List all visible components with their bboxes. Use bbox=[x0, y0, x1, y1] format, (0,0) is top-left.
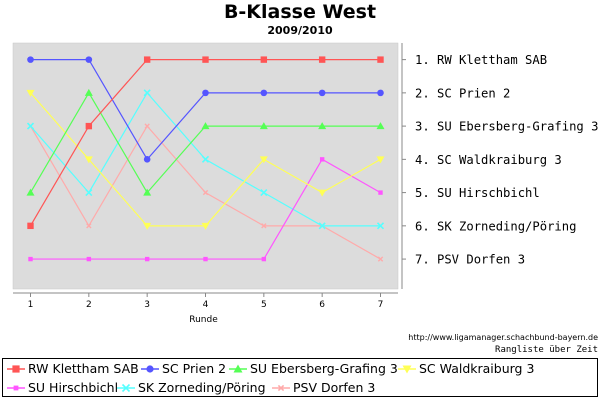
data-point bbox=[143, 56, 151, 63]
data-point bbox=[143, 89, 151, 97]
legend-swatch bbox=[229, 364, 247, 373]
rank-label: 2. SC Prien 2 bbox=[415, 86, 510, 100]
data-point bbox=[259, 122, 268, 130]
legend-marker bbox=[13, 385, 19, 391]
data-point bbox=[377, 89, 384, 97]
plot-area bbox=[12, 42, 399, 290]
data-point bbox=[259, 156, 268, 164]
data-point bbox=[378, 190, 383, 195]
data-point bbox=[318, 189, 327, 197]
rank-label: 5. SU Hirschbichl bbox=[415, 186, 540, 200]
legend-marker bbox=[146, 365, 154, 373]
data-point bbox=[84, 156, 93, 164]
data-point bbox=[318, 122, 327, 130]
rank-label: 3. SU Ebersberg-Grafing 3 bbox=[415, 120, 598, 134]
legend-label: PSV Dorfen 3 bbox=[293, 380, 376, 395]
data-point bbox=[143, 222, 152, 230]
data-point bbox=[260, 89, 268, 97]
data-point bbox=[318, 56, 326, 63]
legend-marker bbox=[121, 383, 131, 393]
data-point bbox=[201, 155, 210, 163]
legend: RW Klettham SAB SC Prien 2 SU Ebersberg-Gr… bbox=[2, 358, 598, 397]
x-tick-label: 1 bbox=[28, 300, 34, 310]
data-point bbox=[86, 223, 92, 229]
x-tick-label: 7 bbox=[378, 300, 384, 310]
data-point bbox=[318, 222, 326, 230]
legend-label: SU Ebersberg-Grafing 3 bbox=[250, 361, 398, 376]
data-point bbox=[202, 56, 209, 63]
legend-marker bbox=[277, 384, 285, 392]
data-point bbox=[261, 223, 267, 229]
data-point bbox=[260, 189, 268, 197]
data-point bbox=[376, 222, 385, 230]
x-tick-label: 5 bbox=[261, 300, 267, 310]
legend-label: RW Klettham SAB bbox=[28, 361, 139, 376]
source-url: http://www.ligamanager.schachbund-bayern… bbox=[408, 333, 598, 342]
data-point bbox=[202, 189, 209, 196]
data-point bbox=[26, 89, 35, 97]
legend-label: SC Prien 2 bbox=[162, 361, 227, 376]
x-tick-label: 6 bbox=[319, 300, 325, 310]
data-point bbox=[143, 188, 152, 196]
data-point bbox=[260, 56, 268, 63]
x-tick-label: 3 bbox=[144, 300, 150, 310]
data-point bbox=[377, 56, 384, 63]
x-tick-label: 2 bbox=[86, 300, 92, 310]
data-point bbox=[27, 56, 34, 63]
rank-label: 4. SC Waldkraiburg 3 bbox=[415, 153, 562, 167]
chart-subtitle: 2009/2010 bbox=[267, 24, 333, 37]
legend-swatch bbox=[7, 365, 25, 373]
data-point bbox=[318, 89, 326, 97]
legend-label: SU Hirschbichl bbox=[28, 380, 119, 395]
data-point bbox=[85, 56, 93, 63]
data-point bbox=[85, 122, 93, 130]
data-point bbox=[202, 89, 209, 97]
legend-label: SC Waldkraiburg 3 bbox=[419, 361, 535, 376]
legend-marker bbox=[12, 365, 20, 373]
legend-marker bbox=[233, 364, 243, 373]
data-point bbox=[26, 188, 35, 196]
x-axis-label: Runde bbox=[189, 315, 218, 325]
data-point bbox=[376, 122, 385, 130]
data-point bbox=[143, 156, 151, 163]
legend-swatch bbox=[272, 384, 290, 392]
chart-note: Rangliste über Zeit bbox=[495, 345, 598, 355]
data-point bbox=[261, 256, 267, 262]
legend-swatch bbox=[117, 383, 135, 393]
legend-label: SK Zorneding/Pöring bbox=[138, 380, 266, 395]
data-point bbox=[203, 256, 208, 262]
data-point bbox=[144, 256, 150, 262]
legend-swatch bbox=[141, 365, 159, 373]
legend-swatch bbox=[7, 385, 25, 391]
data-point bbox=[26, 122, 35, 130]
data-point bbox=[376, 156, 385, 164]
data-point bbox=[84, 88, 93, 96]
legend-swatch bbox=[398, 365, 416, 374]
chart-title: B-Klasse West bbox=[223, 1, 377, 23]
data-point bbox=[377, 256, 384, 262]
data-point bbox=[319, 157, 325, 162]
data-point bbox=[86, 256, 92, 262]
data-point bbox=[27, 222, 34, 230]
data-point bbox=[201, 122, 210, 130]
data-point bbox=[144, 123, 150, 129]
line-chart: 1. RW Klettham SAB 2. SC Prien 2 3. SU Ebe… bbox=[12, 42, 598, 325]
data-point bbox=[28, 256, 33, 262]
data-point bbox=[85, 189, 93, 197]
legend-marker bbox=[402, 365, 412, 374]
rank-label: 6. SK Zorneding/Pöring bbox=[415, 219, 576, 233]
x-tick-label: 4 bbox=[203, 300, 209, 310]
rank-label: 7. PSV Dorfen 3 bbox=[415, 253, 525, 267]
data-point bbox=[201, 222, 210, 230]
rank-label: 1. RW Klettham SAB bbox=[415, 53, 547, 67]
